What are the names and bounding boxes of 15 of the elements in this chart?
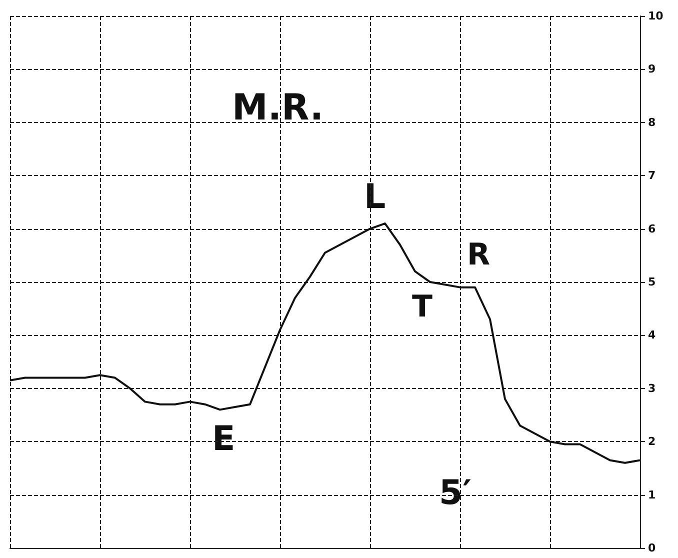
y-tick-label: 5 bbox=[648, 276, 656, 288]
y-tick-label: 6 bbox=[648, 222, 656, 236]
annotation: T bbox=[412, 290, 433, 324]
y-tick-label: 2 bbox=[648, 435, 656, 448]
y-tick-label: 10 bbox=[648, 10, 664, 22]
y-tick-label: 4 bbox=[648, 328, 656, 342]
y-tick-label: 9 bbox=[648, 62, 656, 76]
annotation: M.R. bbox=[232, 88, 324, 128]
y-tick-label: 1 bbox=[648, 488, 656, 502]
annotation: R bbox=[467, 238, 490, 272]
line-series bbox=[9, 222, 641, 464]
y-tick-label: 3 bbox=[648, 382, 656, 395]
y-tick-label: 0 bbox=[648, 542, 656, 554]
y-tick-label: 8 bbox=[648, 116, 656, 129]
y-tick-label: 7 bbox=[648, 169, 656, 182]
